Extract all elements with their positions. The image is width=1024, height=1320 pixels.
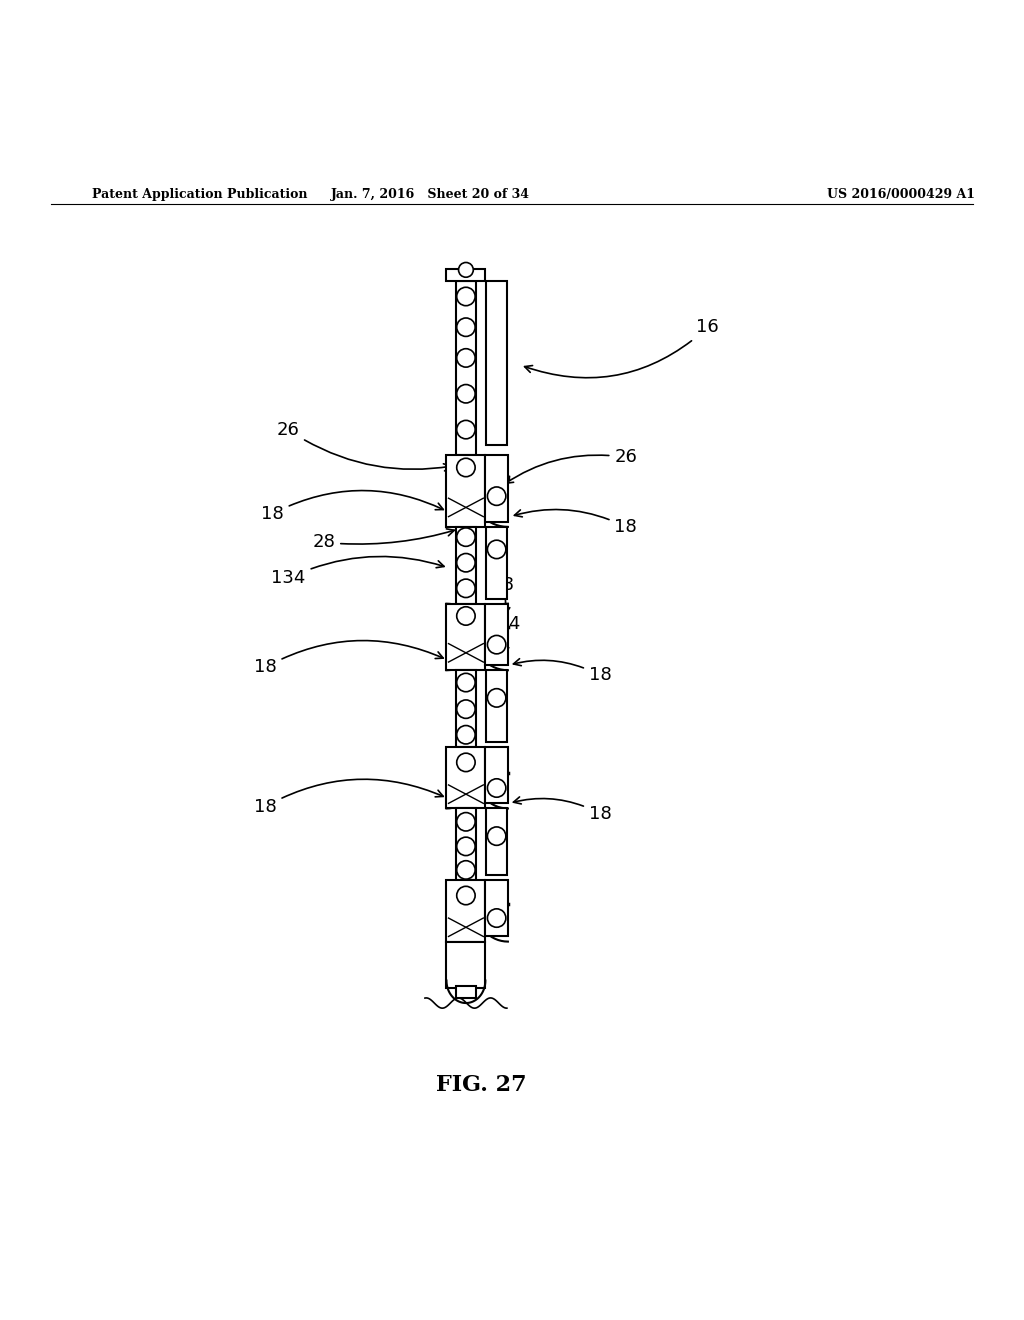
Text: Jan. 7, 2016   Sheet 20 of 34: Jan. 7, 2016 Sheet 20 of 34 [331,187,529,201]
Circle shape [457,348,475,367]
Bar [456,527,476,603]
Bar [486,281,507,445]
Text: 18: 18 [254,640,443,676]
Text: US 2016/0000429 A1: US 2016/0000429 A1 [827,187,975,201]
Bar [456,281,476,455]
Bar [485,880,508,936]
Circle shape [487,540,506,558]
Circle shape [457,288,475,306]
Circle shape [457,886,475,904]
Text: 26: 26 [276,421,452,471]
Bar [446,269,485,281]
Text: 18: 18 [254,779,443,816]
Text: 18: 18 [261,491,443,523]
Bar [456,986,476,998]
Circle shape [459,263,473,277]
Circle shape [457,861,475,879]
Circle shape [487,779,506,797]
Circle shape [487,909,506,927]
Circle shape [457,754,475,772]
Text: 18: 18 [513,659,611,685]
Circle shape [457,458,475,477]
Text: 18: 18 [514,510,637,536]
Bar [485,747,508,804]
Bar [456,671,476,747]
Circle shape [487,487,506,506]
Circle shape [457,420,475,438]
Circle shape [457,553,475,572]
Bar [485,455,508,521]
Circle shape [457,579,475,598]
Circle shape [457,607,475,626]
Bar [456,808,476,880]
Circle shape [457,318,475,337]
Text: 28: 28 [312,529,455,552]
Bar [486,527,507,598]
Text: Patent Application Publication: Patent Application Publication [92,187,307,201]
Bar [486,808,507,875]
Text: 134: 134 [271,557,444,587]
Text: FIG. 27: FIG. 27 [436,1074,526,1096]
Text: 28: 28 [492,577,514,614]
Text: 18: 18 [513,797,611,822]
Circle shape [457,837,475,855]
Text: 134: 134 [486,615,521,653]
Bar [446,880,485,941]
Bar [446,603,485,671]
Circle shape [457,813,475,832]
Circle shape [457,673,475,692]
Bar [486,671,507,742]
Text: 26: 26 [506,449,637,483]
Bar [446,747,485,808]
Bar [485,603,508,665]
Circle shape [487,635,506,653]
Circle shape [457,726,475,744]
Bar [446,455,485,527]
Circle shape [487,689,506,708]
Circle shape [457,528,475,546]
Text: 16: 16 [524,318,719,378]
Circle shape [457,700,475,718]
Bar [446,941,485,987]
Circle shape [457,384,475,403]
Circle shape [487,826,506,845]
